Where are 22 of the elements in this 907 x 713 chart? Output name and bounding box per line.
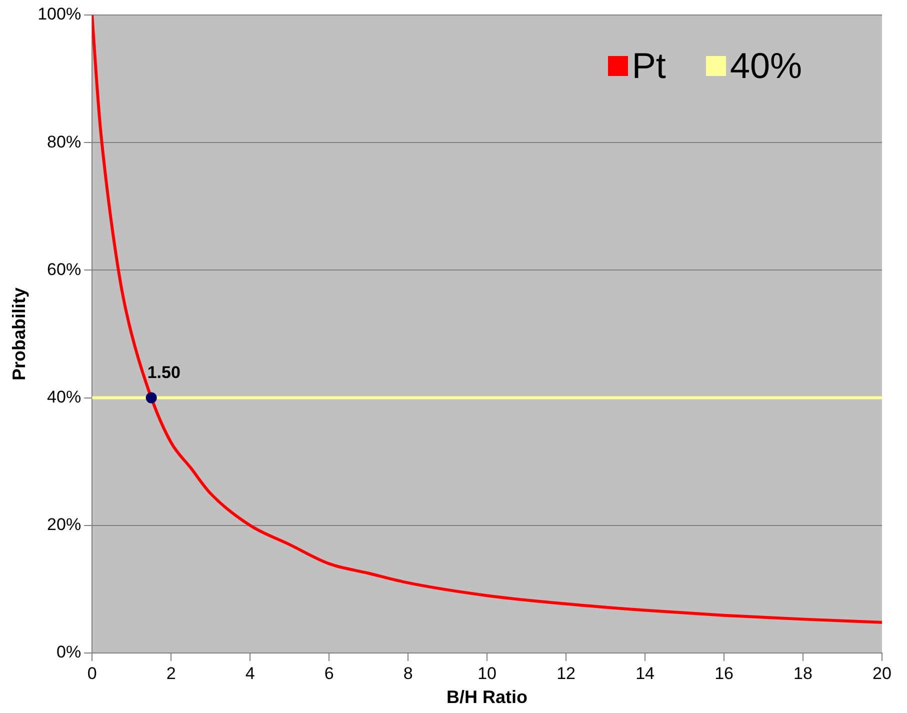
x-tick-label: 0 (87, 664, 97, 683)
x-axis-title: B/H Ratio (446, 687, 528, 708)
x-tick-label: 14 (636, 664, 654, 683)
x-tick-label: 12 (556, 664, 576, 683)
x-tick-label: 6 (324, 664, 334, 683)
annotation: 1.50 (147, 362, 180, 382)
y-tick-label: 40% (47, 387, 82, 406)
x-tick-label: 4 (245, 664, 255, 683)
y-tick-label: 0% (56, 642, 82, 662)
y-tick-label: 100% (38, 4, 82, 24)
x-tick-label: 10 (478, 664, 496, 683)
legend-label: 40% (730, 45, 802, 87)
y-axis-title: Probability (8, 287, 29, 381)
y-tick-label: 80% (47, 132, 82, 152)
y-tick-label: 60% (47, 260, 82, 279)
x-tick-label: 16 (714, 664, 734, 683)
x-tick-label: 8 (403, 664, 413, 683)
x-tick-label: 20 (872, 664, 892, 683)
x-tick-label: 18 (794, 664, 812, 683)
legend-label: Pt (632, 45, 666, 87)
y-tick-label: 20% (47, 515, 82, 534)
x-tick-label: 2 (166, 664, 176, 683)
